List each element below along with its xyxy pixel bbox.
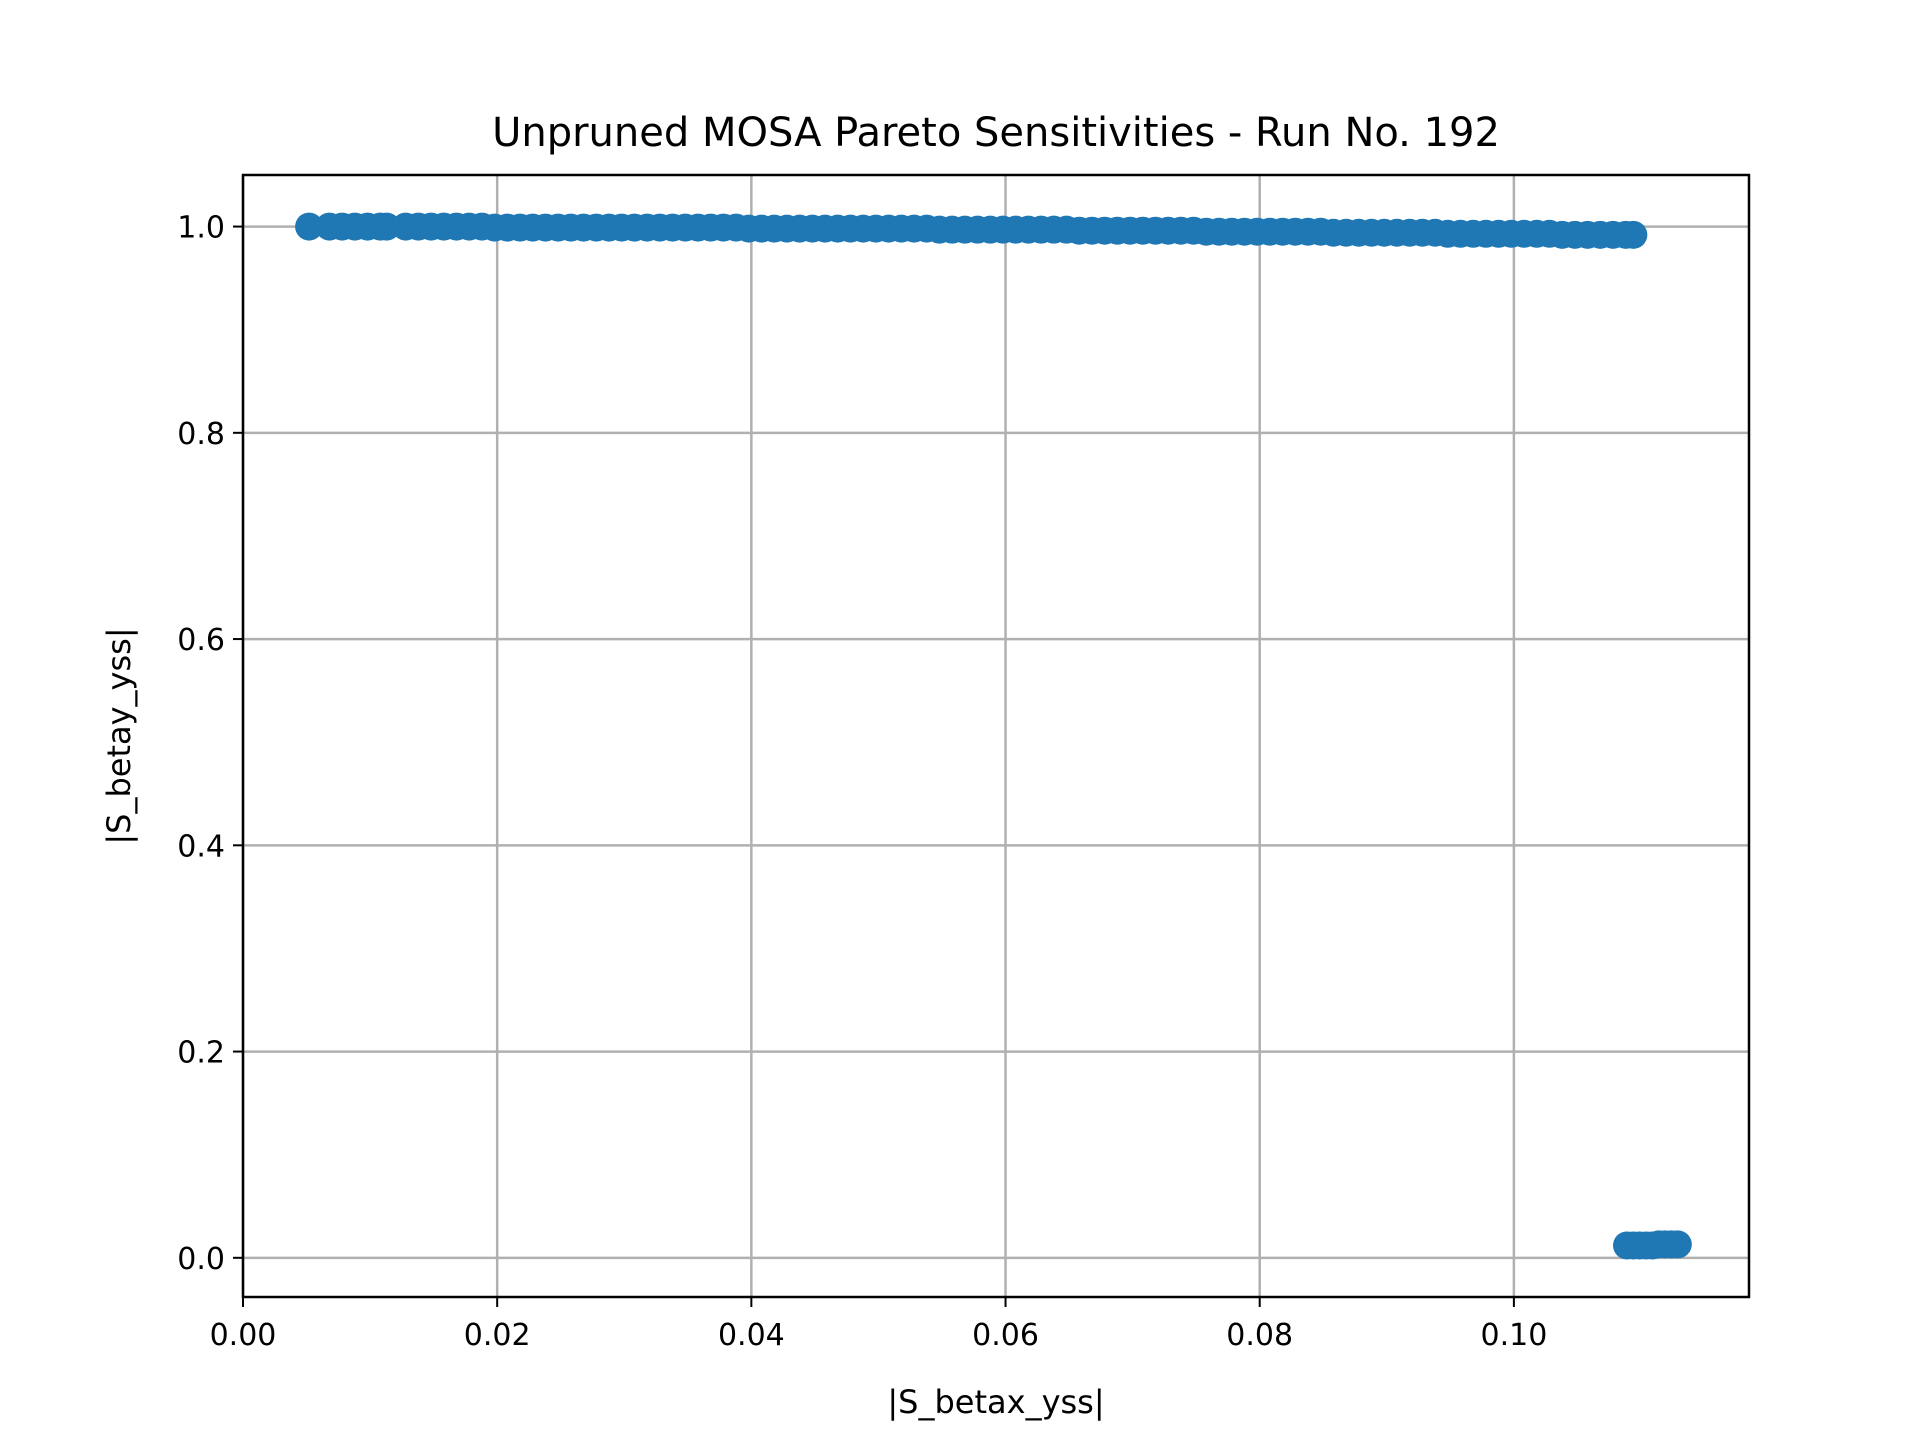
x-axis-label: |S_betax_yss| [887, 1383, 1104, 1421]
y-axis-label: |S_betay_yss| [100, 627, 138, 844]
x-tick-label: 0.00 [210, 1318, 277, 1353]
y-axis-ticks: 0.0 0.2 0.4 0.6 0.8 1.0 [177, 211, 243, 1277]
scatter-point [1663, 1230, 1692, 1259]
x-tick-label: 0.08 [1226, 1318, 1293, 1353]
scatter-point [1619, 220, 1648, 249]
x-tick-label: 0.04 [718, 1318, 785, 1353]
chart-title: Unpruned MOSA Pareto Sensitivities - Run… [492, 110, 1500, 156]
data-points [295, 212, 1692, 1260]
x-tick-label: 0.10 [1480, 1318, 1547, 1353]
y-tick-label: 0.0 [177, 1242, 225, 1277]
scatter-point [295, 212, 324, 241]
x-tick-label: 0.02 [464, 1318, 531, 1353]
x-axis-ticks: 0.00 0.02 0.04 0.06 0.08 0.10 [210, 1297, 1547, 1353]
y-tick-label: 0.2 [177, 1036, 225, 1071]
y-tick-label: 0.6 [177, 623, 225, 658]
plot-frame [241, 173, 1751, 1299]
y-tick-label: 0.8 [177, 417, 225, 452]
y-tick-label: 1.0 [177, 211, 225, 246]
grid-lines [241, 175, 1749, 1297]
y-tick-label: 0.4 [177, 829, 225, 864]
x-tick-label: 0.06 [972, 1318, 1039, 1353]
